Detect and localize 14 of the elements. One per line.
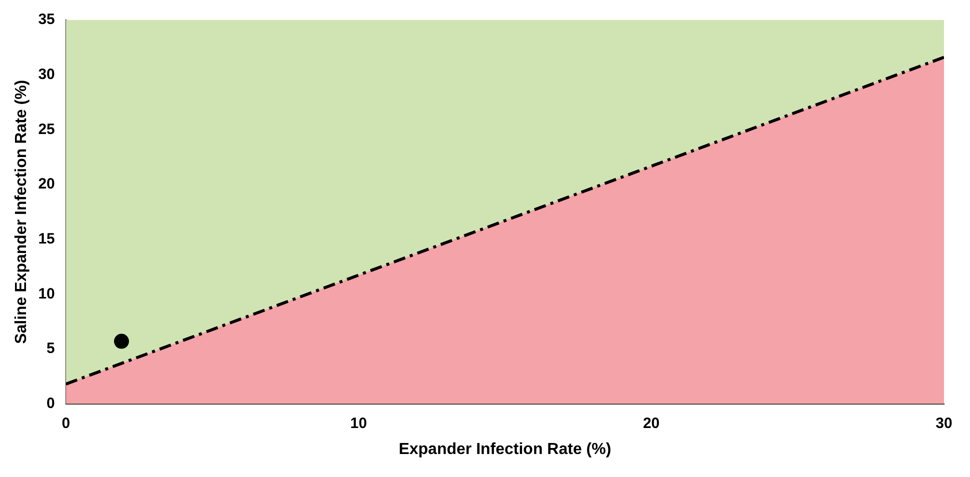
x-tick-label: 0 [62,414,70,432]
y-tick-label: 15 [38,230,55,248]
y-tick-label: 20 [38,176,55,193]
x-axis-title: Expander Infection Rate (%) [398,440,612,458]
y-tick-label: 10 [38,285,55,302]
y-tick-label: 35 [38,11,55,28]
y-tick-label: 5 [46,340,55,358]
y-tick-label: 0 [46,394,55,412]
y-tick-label: 30 [38,66,55,83]
y-tick-label: 25 [38,120,55,138]
y-axis-title: Saline Expander Infection Rate (%) [13,80,30,344]
x-tick-label: 20 [642,414,660,432]
x-tick-label: 30 [936,414,952,432]
x-tick-label: 10 [350,414,367,432]
